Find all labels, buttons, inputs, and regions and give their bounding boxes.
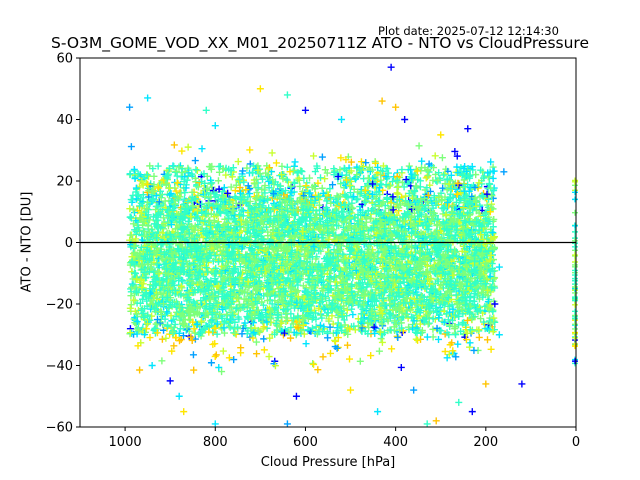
data-point xyxy=(272,159,280,167)
data-point xyxy=(207,317,215,325)
data-point xyxy=(211,352,219,360)
data-point xyxy=(367,352,375,360)
data-point xyxy=(181,189,189,197)
data-point xyxy=(158,335,166,343)
data-point xyxy=(234,158,242,166)
data-point xyxy=(344,330,352,338)
data-point xyxy=(253,350,261,358)
data-point xyxy=(314,366,322,374)
data-point xyxy=(246,146,254,154)
data-point xyxy=(310,152,318,160)
data-point xyxy=(130,165,138,173)
data-point xyxy=(438,154,446,162)
data-point xyxy=(136,366,144,374)
data-point xyxy=(190,366,198,374)
data-point xyxy=(150,172,158,180)
data-point xyxy=(191,329,199,337)
data-point xyxy=(191,157,199,165)
data-point xyxy=(158,357,166,365)
data-point xyxy=(415,142,423,150)
data-point xyxy=(394,333,402,341)
data-point xyxy=(318,153,326,161)
data-point xyxy=(452,331,460,339)
data-point xyxy=(129,205,137,213)
data-point xyxy=(490,274,498,282)
data-point xyxy=(398,166,406,174)
data-point xyxy=(152,320,160,328)
data-point xyxy=(278,162,286,170)
data-point xyxy=(192,166,200,174)
data-point xyxy=(302,340,310,348)
data-point xyxy=(265,184,273,192)
data-point xyxy=(343,306,351,314)
data-point xyxy=(287,334,295,342)
data-point xyxy=(220,184,228,192)
data-point xyxy=(489,174,497,182)
data-point xyxy=(412,335,420,343)
data-point xyxy=(431,152,439,160)
data-point xyxy=(466,339,474,347)
data-point xyxy=(394,183,402,191)
data-point xyxy=(418,157,426,165)
data-point xyxy=(198,145,206,153)
data-points xyxy=(126,63,578,428)
data-point xyxy=(423,333,431,341)
data-point xyxy=(484,336,492,344)
data-point xyxy=(268,149,276,157)
data-point xyxy=(178,147,186,155)
data-point xyxy=(397,363,405,371)
data-point xyxy=(356,357,364,365)
data-point xyxy=(193,166,201,174)
data-point xyxy=(235,315,243,323)
data-point xyxy=(219,347,227,355)
data-point xyxy=(184,143,192,151)
data-point xyxy=(416,183,424,191)
data-point xyxy=(475,333,483,341)
data-point xyxy=(309,360,317,368)
data-point xyxy=(324,334,332,342)
data-point xyxy=(454,340,462,348)
data-point xyxy=(207,359,215,367)
data-point xyxy=(214,177,222,185)
data-point xyxy=(237,344,245,352)
data-point xyxy=(260,335,268,343)
data-point xyxy=(375,347,383,355)
data-point xyxy=(470,346,478,354)
data-point xyxy=(318,184,326,192)
data-point xyxy=(252,338,260,346)
data-point xyxy=(127,143,135,151)
data-point xyxy=(349,311,357,319)
data-point xyxy=(415,312,423,320)
data-point xyxy=(265,353,273,361)
data-point xyxy=(316,321,324,329)
data-point xyxy=(162,334,170,342)
data-point xyxy=(189,351,197,359)
data-point xyxy=(227,183,235,191)
data-point xyxy=(388,345,396,353)
data-point xyxy=(319,353,327,361)
data-point xyxy=(378,338,386,346)
data-point xyxy=(346,355,354,363)
data-point xyxy=(170,141,178,149)
data-point xyxy=(212,351,220,359)
data-point xyxy=(326,349,334,357)
data-point xyxy=(344,341,352,349)
data-point xyxy=(487,345,495,353)
data-point xyxy=(405,162,413,170)
data-point xyxy=(127,213,135,221)
data-point xyxy=(260,346,268,354)
